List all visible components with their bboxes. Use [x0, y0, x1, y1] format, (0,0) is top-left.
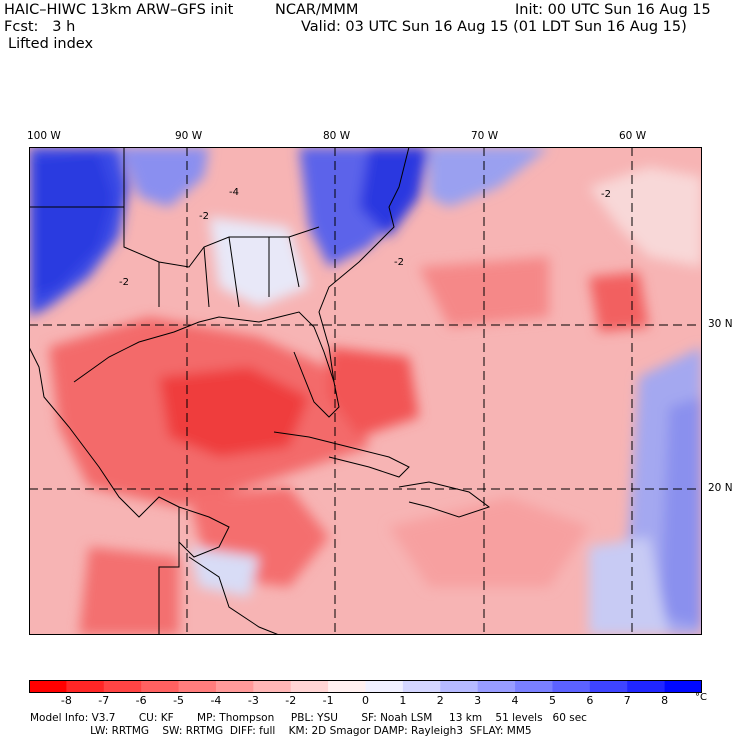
colorbar-tick-label: -3	[247, 694, 259, 707]
lat-label-20n: 20 N	[708, 482, 733, 494]
colorbar-tick-label: 3	[474, 694, 482, 707]
init-time: Init: 00 UTC Sun 16 Aug 15	[515, 2, 711, 18]
colorbar-swatch	[627, 680, 666, 693]
colorbar-tick-label: -6	[135, 694, 147, 707]
colorbar-swatch	[365, 680, 404, 693]
colorbar-tick-label: 8	[661, 694, 669, 707]
colorbar-swatch	[477, 680, 516, 693]
colorbar-swatch	[29, 680, 67, 693]
valid-time: Valid: 03 UTC Sun 16 Aug 15 (01 LDT Sun …	[301, 19, 687, 35]
colorbar-swatch	[66, 680, 105, 693]
colorbar-swatch	[328, 680, 366, 693]
colorbar-swatch	[552, 680, 591, 693]
svg-text:-4: -4	[229, 187, 239, 198]
colorbar-tick-label: -5	[173, 694, 185, 707]
colorbar-swatch	[253, 680, 292, 693]
colorbar-tick-label: -2	[285, 694, 297, 707]
colorbar-tick-label: -4	[210, 694, 222, 707]
colorbar-tick-label: -7	[98, 694, 110, 707]
colorbar-tick-label: 5	[548, 694, 556, 707]
colorbar-tick-label: 1	[399, 694, 407, 707]
graticule	[29, 147, 702, 635]
colorbar-unit: °C	[695, 692, 707, 703]
svg-text:-2: -2	[601, 189, 611, 200]
colorbar-swatch	[215, 680, 254, 693]
colorbar-tick-label: 6	[586, 694, 594, 707]
colorbar-swatch	[141, 680, 180, 693]
lon-label-80w: 80 W	[323, 130, 351, 142]
lon-label-100w: 100 W	[27, 130, 61, 142]
model-title: HAIC–HIWC 13km ARW–GFS init	[4, 2, 234, 18]
lifted-index-map: -2 -2 -2 -2 -4	[29, 147, 702, 635]
model-info-line2: LW: RRTMG SW: RRTMG DIFF: full KM: 2D Sm…	[30, 725, 532, 737]
forecast-hour: Fcst: 3 h	[4, 19, 76, 35]
colorbar-swatch	[440, 680, 479, 693]
svg-text:-2: -2	[199, 211, 209, 222]
org-label: NCAR/MMM	[275, 2, 359, 18]
lon-label-90w: 90 W	[175, 130, 203, 142]
colorbar-swatch	[589, 680, 628, 693]
colorbar-tick-label: -8	[60, 694, 72, 707]
svg-text:-2: -2	[119, 277, 129, 288]
colorbar-tick-label: 0	[362, 694, 369, 707]
field-name: Lifted index	[8, 36, 94, 52]
map-frame	[29, 147, 702, 635]
contour-labels: -2 -2 -2 -2 -4	[119, 187, 611, 288]
colorbar-swatch	[290, 680, 329, 693]
colorbar-swatch	[178, 680, 217, 693]
colorbar-swatch	[664, 680, 702, 693]
svg-text:-2: -2	[394, 257, 404, 268]
colorbar-swatch	[402, 680, 441, 693]
colorbar-tick-label: 2	[436, 694, 444, 707]
colorbar-swatch	[515, 680, 553, 693]
colorbar-tick-label: 7	[623, 694, 631, 707]
colorbar	[29, 680, 702, 693]
lon-label-60w: 60 W	[619, 130, 647, 142]
lat-label-30n: 30 N	[708, 318, 733, 330]
coastlines	[29, 147, 491, 635]
colorbar-tick-label: 4	[511, 694, 519, 707]
colorbar-swatch	[103, 680, 142, 693]
colorbar-tick-label: -1	[322, 694, 334, 707]
lon-label-70w: 70 W	[471, 130, 499, 142]
shaded-field	[29, 147, 702, 635]
model-info-line1: Model Info: V3.7 CU: KF MP: Thompson PBL…	[30, 712, 587, 724]
